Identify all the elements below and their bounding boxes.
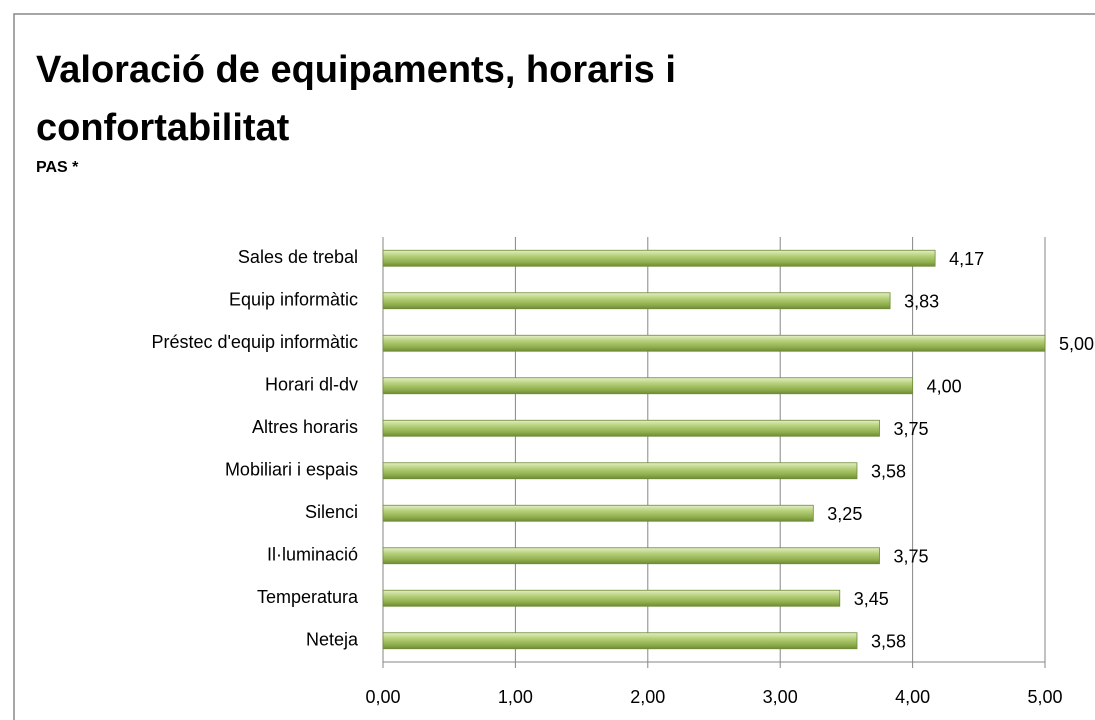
y-tick-label: Il·luminació [267, 545, 358, 565]
bar [382, 292, 891, 310]
y-tick-label: Sales de trebal [238, 247, 358, 267]
bar [382, 547, 880, 565]
bar [382, 377, 913, 395]
x-tick-label: 1,00 [498, 687, 533, 707]
data-label: 3,58 [871, 462, 906, 482]
bar [382, 589, 841, 607]
bar [382, 419, 880, 437]
y-tick-label: Préstec d'equip informàtic [151, 332, 358, 352]
y-tick-label: Silenci [305, 502, 358, 522]
x-tick-label: 0,00 [365, 687, 400, 707]
y-tick-label: Mobiliari i espais [225, 460, 358, 480]
y-tick-label: Horari dl-dv [265, 375, 358, 395]
data-label: 3,75 [894, 547, 929, 567]
x-tick-label: 5,00 [1027, 687, 1062, 707]
y-tick-label: Temperatura [257, 587, 359, 607]
chart-title: Valoració de equipaments, horaris i [36, 49, 676, 91]
chart-title: confortabilitat [36, 107, 290, 149]
data-label: 5,00 [1059, 334, 1094, 354]
chart-subtitle: PAS * [36, 159, 79, 176]
bar [382, 249, 936, 267]
data-label: 3,58 [871, 632, 906, 652]
bar [382, 462, 858, 480]
bar [382, 504, 814, 522]
bar [382, 632, 858, 650]
y-tick-label: Altres horaris [252, 417, 358, 437]
x-tick-label: 4,00 [895, 687, 930, 707]
bar [382, 334, 1046, 352]
x-tick-label: 2,00 [630, 687, 665, 707]
data-label: 4,00 [927, 377, 962, 397]
data-label: 4,17 [949, 249, 984, 269]
data-label: 3,45 [854, 589, 889, 609]
data-label: 3,83 [904, 292, 939, 312]
y-tick-label: Neteja [306, 630, 359, 650]
x-tick-label: 3,00 [763, 687, 798, 707]
data-label: 3,25 [827, 504, 862, 524]
y-tick-label: Equip informàtic [229, 290, 358, 310]
data-label: 3,75 [894, 419, 929, 439]
